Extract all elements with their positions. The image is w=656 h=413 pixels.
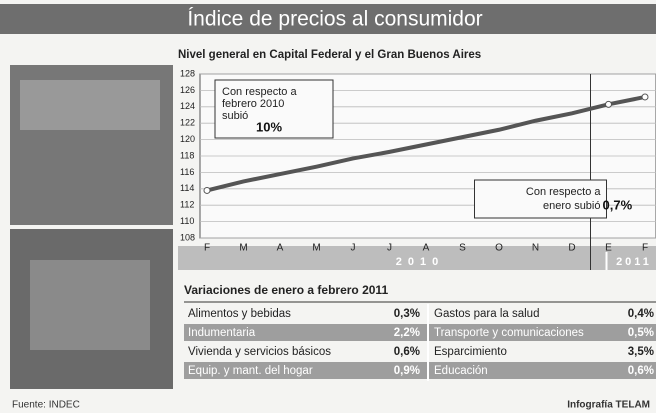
x-tick-label: N: [532, 243, 539, 254]
photo-detail: [20, 80, 160, 130]
infographic: Índice de precios al consumidor Nivel ge…: [0, 0, 656, 413]
table-cell: 0,9%: [394, 365, 420, 377]
x-tick-label: A: [277, 243, 284, 254]
x-tick-label: F: [642, 243, 648, 254]
table-cell: 0,3%: [394, 308, 420, 320]
source: Fuente: INDEC: [12, 400, 80, 411]
table-cell: Equip. y mant. del hogar: [188, 365, 313, 377]
chart-subtitle: Nivel general en Capital Federal y el Gr…: [178, 49, 481, 61]
x-tick-label: M: [312, 243, 320, 254]
x-tick-label: M: [239, 243, 247, 254]
y-tick-label: 118: [180, 150, 194, 160]
annotation-text: Con respecto a: [222, 86, 297, 98]
y-tick-label: 126: [180, 85, 195, 95]
x-tick-label: S: [459, 243, 466, 254]
table-cell: 0,6%: [394, 346, 420, 358]
table-cell: 3,5%: [628, 346, 654, 358]
annotation-text: Con respecto a: [526, 186, 601, 198]
y-tick-label: 120: [180, 134, 195, 144]
annotation-text: subió: [222, 110, 248, 122]
table-cell: 0,6%: [628, 365, 654, 377]
table-cell: Vivienda y servicios básicos: [188, 346, 331, 358]
point: [642, 94, 648, 100]
table-cell: Esparcimiento: [434, 346, 507, 358]
x-tick-label: E: [605, 243, 612, 254]
page: {"header": {"title": "Índice de precios …: [0, 0, 656, 413]
x-tick-label: A: [423, 243, 430, 254]
table-cell: 2,2%: [394, 327, 420, 339]
annotation-highlight: 10%: [256, 119, 282, 134]
table-cell: 0,4%: [628, 308, 654, 320]
table-title: Variaciones de enero a febrero 2011: [184, 283, 388, 297]
table-cell: Transporte y comunicaciones: [434, 327, 584, 339]
x-tick-label: J: [387, 243, 392, 254]
y-tick-label: 108: [180, 232, 195, 242]
x-tick-label: D: [568, 243, 575, 254]
y-tick-label: 110: [180, 216, 194, 226]
table-cell: Gastos para la salud: [434, 308, 539, 320]
x-tick-label: F: [204, 243, 210, 254]
y-tick-label: 114: [180, 183, 194, 193]
table-cell: Alimentos y bebidas: [188, 308, 291, 320]
year-label: 2011: [616, 256, 652, 268]
annotation-highlight: 0,7%: [603, 197, 633, 212]
photo-detail: [30, 260, 150, 350]
x-tick-label: J: [351, 243, 356, 254]
y-tick-label: 122: [180, 118, 195, 128]
credit: Infografía TELAM: [567, 400, 650, 411]
table-cell: 0,5%: [628, 327, 654, 339]
year-label: 2010: [396, 256, 444, 268]
y-tick-label: 116: [180, 167, 194, 177]
annotation-text: enero subió: [543, 200, 601, 212]
y-tick-label: 124: [180, 101, 195, 111]
y-tick-label: 112: [180, 200, 194, 210]
table-cell: Indumentaria: [188, 327, 256, 339]
table-cell: Educación: [434, 365, 488, 377]
y-tick-label: 128: [180, 68, 195, 78]
point: [606, 101, 612, 107]
point: [204, 187, 210, 193]
annotation-text: febrero 2010: [222, 98, 284, 110]
header-title: Índice de precios al consumidor: [187, 8, 482, 31]
x-tick-label: O: [495, 243, 503, 254]
